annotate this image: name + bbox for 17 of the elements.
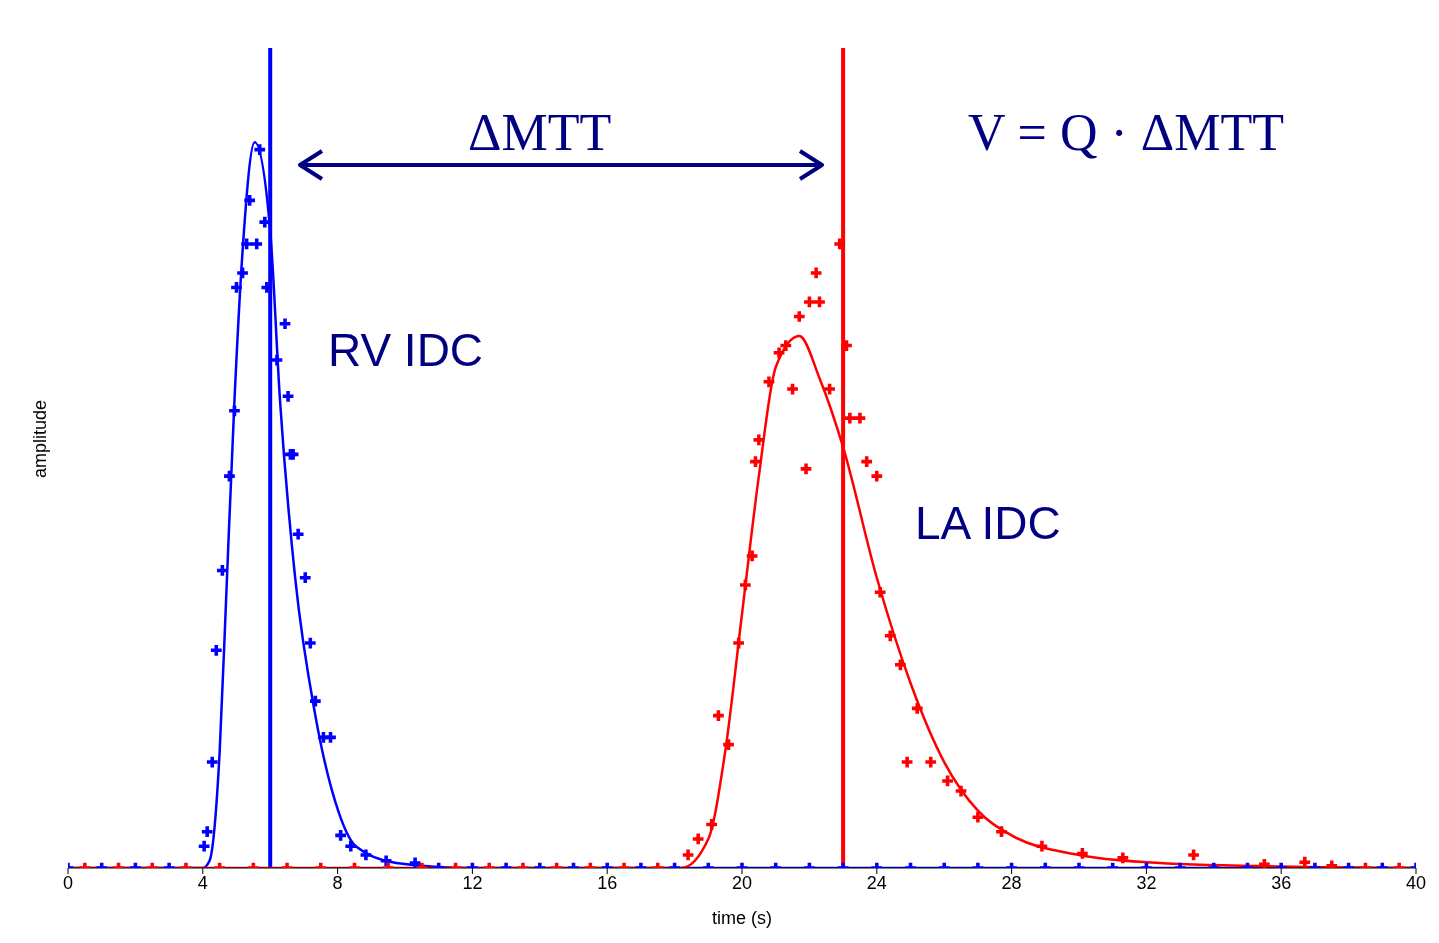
x-tick-label: 4	[197, 872, 208, 893]
x-tick-label: 12	[462, 872, 483, 893]
x-tick-label: 24	[866, 872, 887, 893]
x-tick-label: 40	[1405, 872, 1427, 893]
annotation: LA IDC	[915, 496, 1061, 550]
x-tick-label: 32	[1136, 872, 1157, 893]
x-tick-label: 8	[332, 872, 343, 893]
annotation: ΔMTT	[468, 103, 612, 162]
y-axis-title: amplitude	[30, 399, 51, 478]
x-tick-label: 0	[62, 872, 74, 893]
x-tick-label: 36	[1271, 872, 1292, 893]
x-tick-label: 28	[1001, 872, 1022, 893]
x-axis-title: time (s)	[712, 908, 772, 928]
annotation: V = Q · ΔMTT	[968, 103, 1285, 162]
x-tick-label: 20	[731, 872, 753, 893]
annotation: RV IDC	[328, 323, 484, 377]
x-tick-label: 16	[597, 872, 618, 893]
